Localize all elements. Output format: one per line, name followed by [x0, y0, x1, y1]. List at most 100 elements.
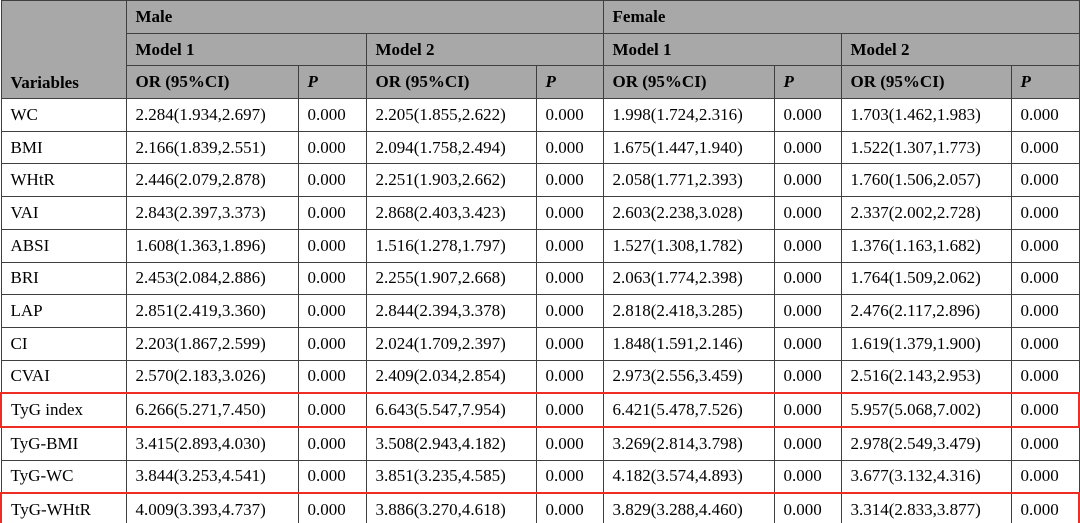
or-ci-cell: 3.508(2.943,4.182): [365, 426, 537, 461]
variable-cell: TyG-WC: [0, 459, 127, 494]
table-row: CVAI 2.570(2.183,3.026) 0.000 2.409(2.034,2…: [0, 359, 1080, 394]
or-ci-cell: 6.643(5.547,7.954): [365, 392, 537, 428]
table-row: CI 2.203(1.867,2.599) 0.000 2.024(1.709,2.3…: [0, 326, 1080, 361]
p-value-cell: 0.000: [297, 261, 367, 296]
or-ci-cell: 3.844(3.253,4.541): [125, 459, 299, 494]
or-ci-cell: 1.376(1.163,1.682): [840, 228, 1012, 263]
p-value-cell: 0.000: [773, 228, 842, 263]
or-ci-cell: 2.453(2.084,2.886): [125, 261, 299, 296]
or-ci-cell: 1.522(1.307,1.773): [840, 130, 1012, 165]
or-ci-cell: 6.266(5.271,7.450): [125, 392, 299, 428]
or-ci-cell: 4.009(3.393,4.737): [125, 492, 299, 523]
or-ci-cell: 2.063(1.774,2.398): [602, 261, 775, 296]
p-value-column-header: P: [773, 65, 842, 100]
p-value-cell: 0.000: [773, 261, 842, 296]
or-ci-cell: 1.516(1.278,1.797): [365, 228, 537, 263]
or-ci-cell: 2.868(2.403,3.423): [365, 196, 537, 230]
p-value-cell: 0.000: [535, 492, 604, 523]
table-row: BMI 2.166(1.839,2.551) 0.000 2.094(1.758,2.…: [0, 130, 1080, 165]
p-value-cell: 0.000: [535, 326, 604, 361]
or-ci-cell: 3.886(3.270,4.618): [365, 492, 537, 523]
p-value-cell: 0.000: [773, 392, 842, 428]
table-row: TyG-BMI 3.415(2.893,4.030) 0.000 3.508(2.94…: [0, 426, 1080, 461]
or-ci-cell: 5.957(5.068,7.002): [840, 392, 1012, 428]
p-value-cell: 0.000: [297, 163, 367, 198]
or-ci-cell: 2.973(2.556,3.459): [602, 359, 775, 394]
table-row: TyG index 6.266(5.271,7.450) 0.000 6.643(5.…: [0, 392, 1080, 428]
variable-cell: VAI: [0, 196, 127, 230]
p-value-cell: 0.000: [535, 196, 604, 230]
p-value-cell: 0.000: [535, 261, 604, 296]
p-value-cell: 0.000: [535, 228, 604, 263]
p-value-cell: 0.000: [773, 98, 842, 132]
or-ci-cell: 2.843(2.397,3.373): [125, 196, 299, 230]
or-ci-cell: 1.998(1.724,2.316): [602, 98, 775, 132]
p-value-column-header: P: [1010, 65, 1080, 100]
variable-cell: LAP: [0, 294, 127, 328]
variable-cell: ABSI: [0, 228, 127, 263]
p-value-cell: 0.000: [1010, 196, 1080, 230]
or-ci-cell: 2.818(2.418,3.285): [602, 294, 775, 328]
p-value-column-header: P: [535, 65, 604, 100]
table-row: LAP 2.851(2.419,3.360) 0.000 2.844(2.394,3.…: [0, 294, 1080, 328]
p-value-cell: 0.000: [773, 459, 842, 494]
header-row-models: Model 1 Model 2 Model 1 Model 2: [1, 32, 1080, 67]
or-ci-cell: 2.337(2.002,2.728): [840, 196, 1012, 230]
p-value-cell: 0.000: [1010, 359, 1080, 394]
variable-cell: WHtR: [0, 163, 127, 198]
p-value-cell: 0.000: [297, 326, 367, 361]
p-value-cell: 0.000: [1010, 392, 1080, 428]
or-ci-cell: 2.409(2.034,2.854): [365, 359, 537, 394]
p-value-cell: 0.000: [297, 492, 367, 523]
p-value-cell: 0.000: [297, 98, 367, 132]
p-value-cell: 0.000: [297, 130, 367, 165]
variable-cell: TyG index: [0, 392, 127, 428]
or-ci-cell: 1.848(1.591,2.146): [602, 326, 775, 361]
or-ci-cell: 3.829(3.288,4.460): [602, 492, 775, 523]
table-row: WHtR 2.446(2.079,2.878) 0.000 2.251(1.903,2…: [0, 163, 1080, 198]
p-value-cell: 0.000: [535, 459, 604, 494]
male-model2-header: Model 2: [365, 32, 604, 67]
or-ci-column-header: OR (95%CI): [602, 65, 775, 100]
or-ci-cell: 3.314(2.833,3.877): [840, 492, 1012, 523]
or-ci-cell: 1.764(1.509,2.062): [840, 261, 1012, 296]
or-ci-cell: 1.760(1.506,2.057): [840, 163, 1012, 198]
or-ci-cell: 2.284(1.934,2.697): [125, 98, 299, 132]
p-value-cell: 0.000: [773, 326, 842, 361]
p-value-cell: 0.000: [1010, 261, 1080, 296]
header-row-groups: Variables Male Female: [0, 0, 1080, 100]
p-value-column-header: P: [297, 65, 367, 100]
p-value-cell: 0.000: [297, 392, 367, 428]
variable-cell: CVAI: [0, 359, 127, 394]
or-ci-cell: 2.166(1.839,2.551): [125, 130, 299, 165]
p-value-cell: 0.000: [535, 98, 604, 132]
female-model2-header: Model 2: [840, 32, 1080, 67]
variable-cell: WC: [0, 98, 127, 132]
p-value-cell: 0.000: [535, 392, 604, 428]
or-ci-cell: 4.182(3.574,4.893): [602, 459, 775, 494]
p-value-cell: 0.000: [535, 130, 604, 165]
or-ci-column-header: OR (95%CI): [125, 65, 299, 100]
male-model1-header: Model 1: [125, 32, 367, 67]
group-header-female: Female: [602, 0, 1080, 34]
p-value-cell: 0.000: [297, 426, 367, 461]
header-row-measures: OR (95%CI) P OR (95%CI) P OR (95%CI) P O…: [1, 65, 1080, 100]
or-ci-cell: 2.058(1.771,2.393): [602, 163, 775, 198]
p-value-cell: 0.000: [1010, 294, 1080, 328]
table-header: Variables Male Female Model 1 Model 2 Mo…: [0, 0, 1080, 100]
or-ci-cell: 2.978(2.549,3.479): [840, 426, 1012, 461]
p-value-cell: 0.000: [1010, 130, 1080, 165]
or-ci-cell: 1.527(1.308,1.782): [602, 228, 775, 263]
p-value-cell: 0.000: [297, 459, 367, 494]
or-ci-cell: 3.415(2.893,4.030): [125, 426, 299, 461]
or-ci-cell: 6.421(5.478,7.526): [602, 392, 775, 428]
or-ci-cell: 2.255(1.907,2.668): [365, 261, 537, 296]
table-row: ABSI 1.608(1.363,1.896) 0.000 1.516(1.278,1…: [0, 228, 1080, 263]
p-value-cell: 0.000: [1010, 98, 1080, 132]
or-ci-cell: 1.608(1.363,1.896): [125, 228, 299, 263]
or-ci-column-header: OR (95%CI): [365, 65, 537, 100]
table-row: BRI 2.453(2.084,2.886) 0.000 2.255(1.907,2.…: [0, 261, 1080, 296]
variable-cell: BRI: [0, 261, 127, 296]
p-value-cell: 0.000: [773, 294, 842, 328]
